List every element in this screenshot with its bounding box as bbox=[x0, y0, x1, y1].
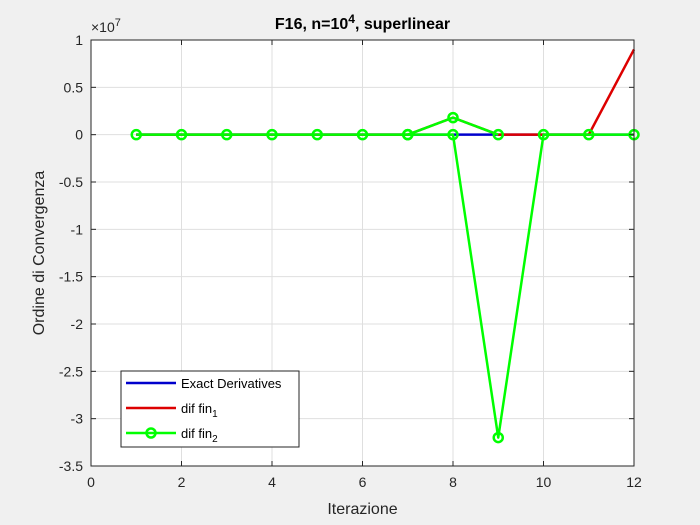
x-tick-label: 4 bbox=[268, 474, 276, 490]
data-point bbox=[447, 111, 459, 124]
data-point bbox=[583, 128, 595, 141]
y-tick-label: 0 bbox=[75, 127, 83, 143]
y-exponent-label: ×107 bbox=[91, 17, 121, 35]
y-axis-label: Ordine di Convergenza bbox=[31, 171, 48, 336]
y-tick-label: -3.5 bbox=[59, 458, 83, 474]
y-tick-label: 1 bbox=[75, 32, 83, 48]
data-point bbox=[402, 128, 414, 141]
legend-label: dif fin2 bbox=[181, 426, 218, 445]
chart-title: F16, n=104, superlinear bbox=[275, 12, 450, 33]
ticks: 0 2 4 6 8 10 12 -3.5 -3 -2.5 -2 -1.5 -1 -0.5 0 0.5 1 bbox=[59, 32, 642, 490]
x-tick-label: 12 bbox=[626, 474, 642, 490]
y-tick-label: -2 bbox=[71, 316, 84, 332]
chart-title-superscript: 4 bbox=[348, 12, 355, 26]
x-tick-label: 2 bbox=[178, 474, 186, 490]
y-tick-label: -3 bbox=[71, 411, 84, 427]
series-line bbox=[136, 133, 634, 439]
x-tick-label: 6 bbox=[359, 474, 367, 490]
chart-title-rest: , superlinear bbox=[355, 16, 450, 33]
data-point bbox=[175, 128, 188, 141]
data-point bbox=[221, 128, 233, 141]
data-point bbox=[492, 128, 504, 141]
y-tick-label: -1.5 bbox=[59, 269, 83, 285]
y-tick-label: -2.5 bbox=[59, 363, 83, 379]
data-point bbox=[356, 128, 369, 141]
legend-label: Exact Derivatives bbox=[181, 376, 282, 391]
legend-label: dif fin1 bbox=[181, 401, 218, 420]
y-tick-label: 0.5 bbox=[64, 79, 84, 95]
y-exponent-power: 7 bbox=[115, 17, 121, 29]
legend: Exact Derivatives dif fin1 dif fin2 bbox=[120, 370, 300, 448]
data-point bbox=[311, 128, 323, 141]
data-point bbox=[447, 128, 459, 141]
y-tick-label: -0.5 bbox=[59, 174, 83, 190]
data-point bbox=[492, 431, 504, 444]
legend-marker bbox=[145, 427, 157, 439]
series-line bbox=[407, 116, 499, 136]
data-point bbox=[266, 128, 278, 141]
data-point bbox=[537, 128, 550, 141]
series-layer bbox=[130, 48, 640, 444]
y-exponent-base: ×10 bbox=[91, 19, 115, 35]
chart-title-main: F16, n=10 bbox=[275, 16, 348, 33]
x-tick-label: 10 bbox=[536, 474, 552, 490]
data-point bbox=[130, 128, 142, 141]
x-tick-label: 8 bbox=[449, 474, 457, 490]
x-tick-label: 0 bbox=[87, 474, 95, 490]
y-tick-label: -1 bbox=[71, 221, 84, 237]
x-axis-label: Iterazione bbox=[327, 501, 397, 518]
